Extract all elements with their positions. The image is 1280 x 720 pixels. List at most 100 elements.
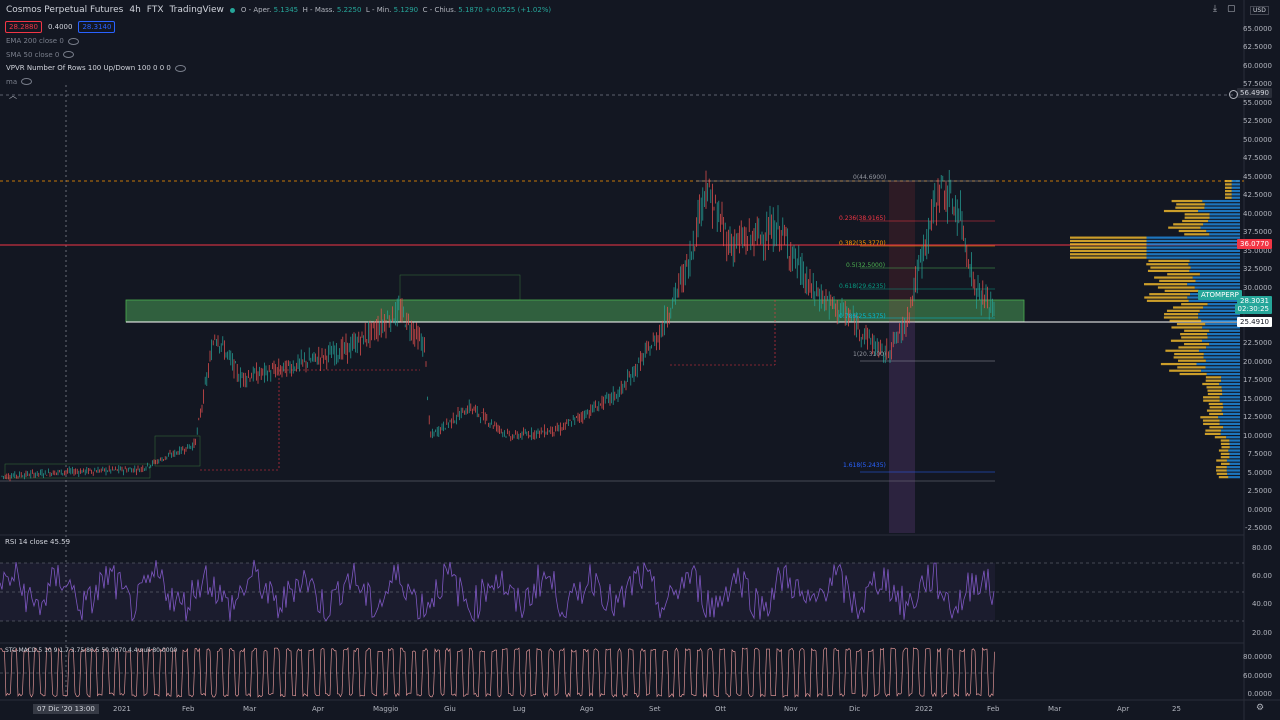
ohlc-values: O - Aper. 5.1345 H - Mass. 5.2250 L - Mi…: [240, 6, 552, 14]
volume-bar-down: [1203, 399, 1220, 402]
volume-bar-up: [1209, 216, 1240, 219]
volume-bar-up: [1146, 239, 1240, 243]
buy-price-button[interactable]: 28.3140: [78, 21, 116, 33]
volume-bar-up: [1205, 323, 1240, 326]
volume-bar-down: [1174, 352, 1204, 356]
price-axis-label: 37.5000: [1243, 228, 1272, 237]
volume-bar-up: [1202, 339, 1240, 342]
volume-bar-down: [1165, 349, 1199, 352]
volume-bar-down: [1164, 313, 1199, 316]
indicator-legend-item[interactable]: VPVR Number Of Rows 100 Up/Down 100 0 0 …: [6, 64, 186, 72]
volume-bar-down: [1167, 273, 1200, 276]
indicator-name: SMA 50 close 0: [6, 50, 60, 59]
volume-bar-down: [1225, 193, 1232, 196]
price-tag-red: 36.0770: [1237, 238, 1272, 249]
chart-settings-icon[interactable]: ⚙: [1256, 703, 1265, 713]
indicator-legend-item[interactable]: SMA 50 close 0: [6, 50, 75, 59]
volume-bar-down: [1171, 326, 1203, 329]
volume-bar-up: [1229, 462, 1240, 465]
price-axis-label: 65.0000: [1243, 25, 1272, 33]
rsi-legend[interactable]: RSI 14 close 45.59: [5, 538, 71, 546]
time-axis-label: 2022: [915, 705, 933, 713]
volume-bar-down: [1177, 366, 1206, 369]
volume-bar-down: [1070, 243, 1147, 246]
volume-bar-down: [1146, 263, 1189, 266]
volume-bar-down: [1225, 196, 1232, 199]
volume-bar-down: [1206, 409, 1222, 412]
volume-bar-down: [1144, 283, 1188, 286]
volume-bar-up: [1221, 376, 1240, 379]
volume-bar-up: [1219, 396, 1240, 399]
price-axis-label: 62.5000: [1243, 43, 1272, 52]
visibility-eye-icon[interactable]: [63, 51, 75, 58]
price-axis-label: 32.5000: [1243, 265, 1272, 274]
sell-price-button[interactable]: 28.2880: [5, 21, 42, 33]
time-axis-label: Maggio: [373, 705, 399, 713]
target-icon[interactable]: [1229, 90, 1238, 99]
volume-bar-up: [1198, 349, 1240, 352]
volume-bar-up: [1203, 223, 1240, 226]
price-axis-label: 5.0000: [1247, 468, 1273, 477]
interval[interactable]: 4h: [129, 5, 141, 15]
volume-bar-up: [1222, 389, 1240, 392]
volume-bar-up: [1146, 256, 1240, 259]
volume-bar-up: [1146, 243, 1240, 246]
volume-bar-up: [1209, 213, 1240, 216]
source: TradingView: [169, 5, 224, 15]
stc-axis-label: 60.0000: [1243, 672, 1272, 680]
volume-bar-up: [1220, 429, 1240, 432]
volume-bar-down: [1178, 359, 1206, 362]
volume-bar-up: [1231, 183, 1240, 186]
volume-bar-down: [1225, 183, 1232, 186]
volume-bar-down: [1184, 329, 1210, 332]
symbol-name[interactable]: Cosmos Perpetual Futures: [6, 5, 124, 15]
volume-bar-up: [1231, 186, 1240, 189]
volume-bar-up: [1229, 456, 1240, 459]
download-icon[interactable]: ⤓: [1213, 4, 1217, 14]
currency-select[interactable]: USD: [1250, 6, 1269, 15]
price-axis-label: 12.5000: [1243, 413, 1272, 422]
price-axis-label: 42.5000: [1243, 191, 1272, 200]
volume-bar-up: [1206, 346, 1240, 349]
time-axis-label: 25: [1172, 705, 1181, 713]
stc-legend[interactable]: STC-MACD 5 10 9 1.7 3.75 80 5 50.0070 4.…: [5, 647, 178, 654]
volume-bar-down: [1220, 439, 1230, 442]
price-axis-label: 20.0000: [1243, 357, 1272, 366]
exchange: FTX: [146, 5, 164, 15]
volume-bar-up: [1200, 226, 1240, 229]
volume-bar-down: [1207, 389, 1223, 392]
volume-bar-down: [1216, 459, 1227, 462]
visibility-eye-icon[interactable]: [21, 78, 33, 85]
price-axis-label: 35.0000: [1243, 246, 1272, 255]
fib-level-label: 0(44.6900): [853, 174, 887, 181]
volume-bar-up: [1146, 246, 1240, 249]
indicator-legend-item[interactable]: EMA 200 close 0: [6, 37, 79, 45]
volume-bar-up: [1187, 283, 1240, 286]
volume-bar-down: [1070, 239, 1147, 243]
volume-bar-up: [1202, 326, 1240, 329]
time-axis-label: 2021: [113, 705, 131, 713]
volume-bar-up: [1229, 452, 1240, 455]
visibility-eye-icon[interactable]: [174, 64, 186, 72]
price-axis-label: 15.0000: [1243, 394, 1272, 403]
price-tag-top: 56.4990: [1237, 87, 1272, 98]
volume-bar-up: [1209, 342, 1240, 346]
time-axis-label: Set: [649, 705, 661, 713]
volume-bar-up: [1192, 276, 1240, 279]
volume-bar-up: [1190, 266, 1240, 269]
volume-bar-down: [1202, 382, 1220, 386]
indicator-legend-item[interactable]: ma: [6, 78, 33, 86]
collapse-legend-icon[interactable]: ︿: [9, 91, 17, 100]
snapshot-icon[interactable]: ▢: [1227, 4, 1236, 14]
volume-bar-up: [1219, 382, 1240, 386]
status-dot-icon: [229, 7, 235, 13]
volume-bar-down: [1146, 299, 1189, 302]
visibility-eye-icon[interactable]: [67, 37, 79, 45]
time-axis-label: Ott: [715, 705, 726, 713]
volume-bar-up: [1204, 206, 1240, 209]
volume-bar-down: [1166, 309, 1200, 312]
volume-bar-up: [1205, 366, 1240, 369]
volume-bar-down: [1169, 369, 1202, 372]
